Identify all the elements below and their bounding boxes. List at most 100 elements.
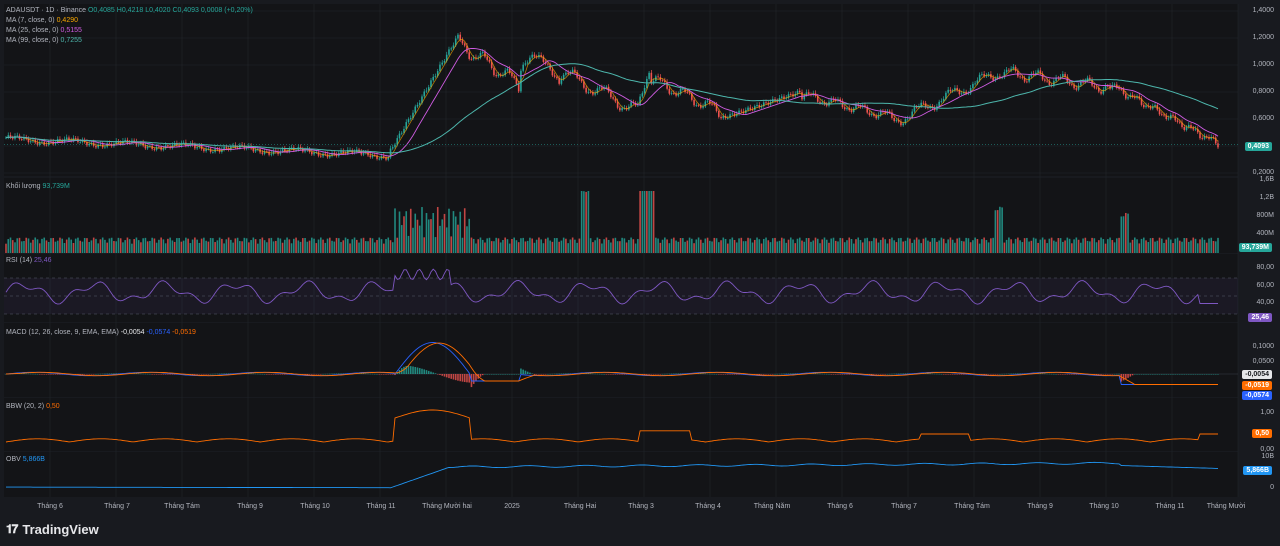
macd-histogram-bar	[655, 374, 657, 375]
candle-body	[1028, 76, 1030, 82]
candle-body	[1021, 77, 1024, 79]
candle-body	[311, 151, 313, 155]
macd-histogram-bar	[207, 374, 210, 375]
volume-bar	[1046, 243, 1048, 253]
candle-body	[729, 114, 731, 118]
volume-bar	[718, 242, 720, 253]
volume-bar	[1163, 242, 1165, 253]
volume-bar	[767, 240, 770, 253]
macd-histogram-bar	[511, 374, 513, 375]
bbw-legend[interactable]: BBW (20, 2) 0,50	[6, 402, 60, 412]
candle-body	[1174, 115, 1177, 121]
ma99-label[interactable]: MA (99, close, 0)	[6, 37, 59, 44]
macd-histogram-bar	[430, 371, 432, 374]
volume-bar	[1142, 237, 1145, 253]
volume-bar	[1041, 237, 1044, 253]
macd-legend[interactable]: MACD (12, 26, close, 9, EMA, EMA) -0,005…	[6, 328, 196, 338]
candle-body	[551, 69, 554, 76]
volume-bar	[544, 238, 547, 253]
macd-histogram-bar	[43, 374, 46, 375]
volume-bar	[430, 219, 432, 253]
volume-bar	[77, 237, 79, 253]
macd-histogram-bar	[1174, 374, 1177, 375]
volume-bar	[630, 237, 632, 253]
tradingview-logo[interactable]: 𝟏𝟕 TradingView	[6, 522, 99, 537]
volume-bar	[740, 237, 743, 253]
macd-histogram-bar	[533, 374, 536, 375]
candle-body	[801, 92, 803, 100]
macd-histogram-bar	[445, 374, 448, 378]
candle-body	[807, 92, 810, 95]
volume-bar	[14, 242, 16, 253]
volume-bar	[477, 239, 480, 253]
macd-histogram-bar	[929, 373, 931, 375]
volume-bar	[913, 239, 916, 253]
volume-bar	[918, 239, 920, 253]
obv-legend[interactable]: OBV 5,866B	[6, 455, 45, 465]
volume-bar	[722, 237, 725, 253]
ma7-label[interactable]: MA (7, close, 0)	[6, 17, 55, 24]
candle-body	[225, 147, 228, 149]
volume-bar	[331, 240, 333, 253]
candle-body	[167, 145, 169, 147]
candle-body	[855, 104, 857, 109]
candle-body	[261, 152, 264, 154]
candle-body	[421, 96, 423, 103]
macd-histogram-bar	[378, 374, 381, 375]
ma25-label[interactable]: MA (25, close, 0)	[6, 27, 59, 34]
candle-body	[1214, 137, 1217, 144]
volume-bar	[450, 236, 453, 253]
volume-axis-tick: 1,6B	[1259, 176, 1274, 183]
volume-bar	[607, 239, 610, 253]
rsi-label: RSI (14)	[6, 257, 33, 264]
macd-histogram-bar	[158, 374, 160, 375]
candle-body	[490, 61, 493, 69]
volume-bar	[695, 239, 698, 253]
macd-histogram-bar	[1151, 374, 1154, 375]
rsi-legend[interactable]: RSI (14) 25,46	[6, 256, 52, 266]
macd-histogram-bar	[677, 373, 680, 374]
x-axis-tick: Tháng 7	[891, 503, 917, 510]
volume-bar	[364, 241, 367, 253]
volume-bar	[360, 238, 363, 253]
candle-body	[619, 107, 621, 111]
macd-v3: -0,0519	[172, 329, 196, 336]
tradingview-logo-icon: 𝟏𝟕	[6, 522, 18, 536]
volume-bar	[353, 237, 356, 253]
volume-bar	[567, 243, 569, 253]
macd-histogram-bar	[362, 373, 365, 375]
candle-body	[949, 89, 952, 92]
candle-body	[194, 145, 196, 149]
volume-bar	[942, 238, 945, 253]
candle-body	[697, 105, 700, 107]
volume-bar	[1138, 243, 1141, 253]
volume-bar	[688, 237, 691, 253]
volume-bar	[870, 241, 873, 253]
macd-histogram-bar	[812, 373, 815, 374]
x-axis-tick: Tháng Hai	[563, 503, 597, 510]
volume-bar	[1118, 237, 1120, 253]
volume-bar	[279, 238, 282, 253]
volume-bar	[735, 242, 738, 253]
candle-body	[1086, 77, 1089, 81]
volume-bar	[589, 238, 592, 253]
macd-histogram-bar	[933, 373, 936, 375]
volume-bar	[266, 242, 268, 253]
volume-legend[interactable]: Khối lượng 93,739M	[6, 182, 70, 192]
volume-bar	[616, 241, 619, 253]
macd-histogram-bar	[785, 373, 788, 375]
volume-bar	[556, 238, 558, 253]
volume-bar	[443, 213, 446, 253]
candle-body	[567, 72, 569, 75]
volume-bar	[306, 241, 309, 253]
candle-body	[621, 108, 623, 111]
macd-histogram-bar	[468, 374, 471, 383]
macd-histogram-bar	[1118, 373, 1120, 375]
macd-histogram-bar	[342, 373, 345, 374]
volume-bar	[744, 241, 747, 253]
volume-bar	[807, 238, 810, 253]
macd-histogram-bar	[713, 373, 716, 375]
volume-bar	[1160, 238, 1163, 253]
candle-body	[738, 110, 740, 115]
